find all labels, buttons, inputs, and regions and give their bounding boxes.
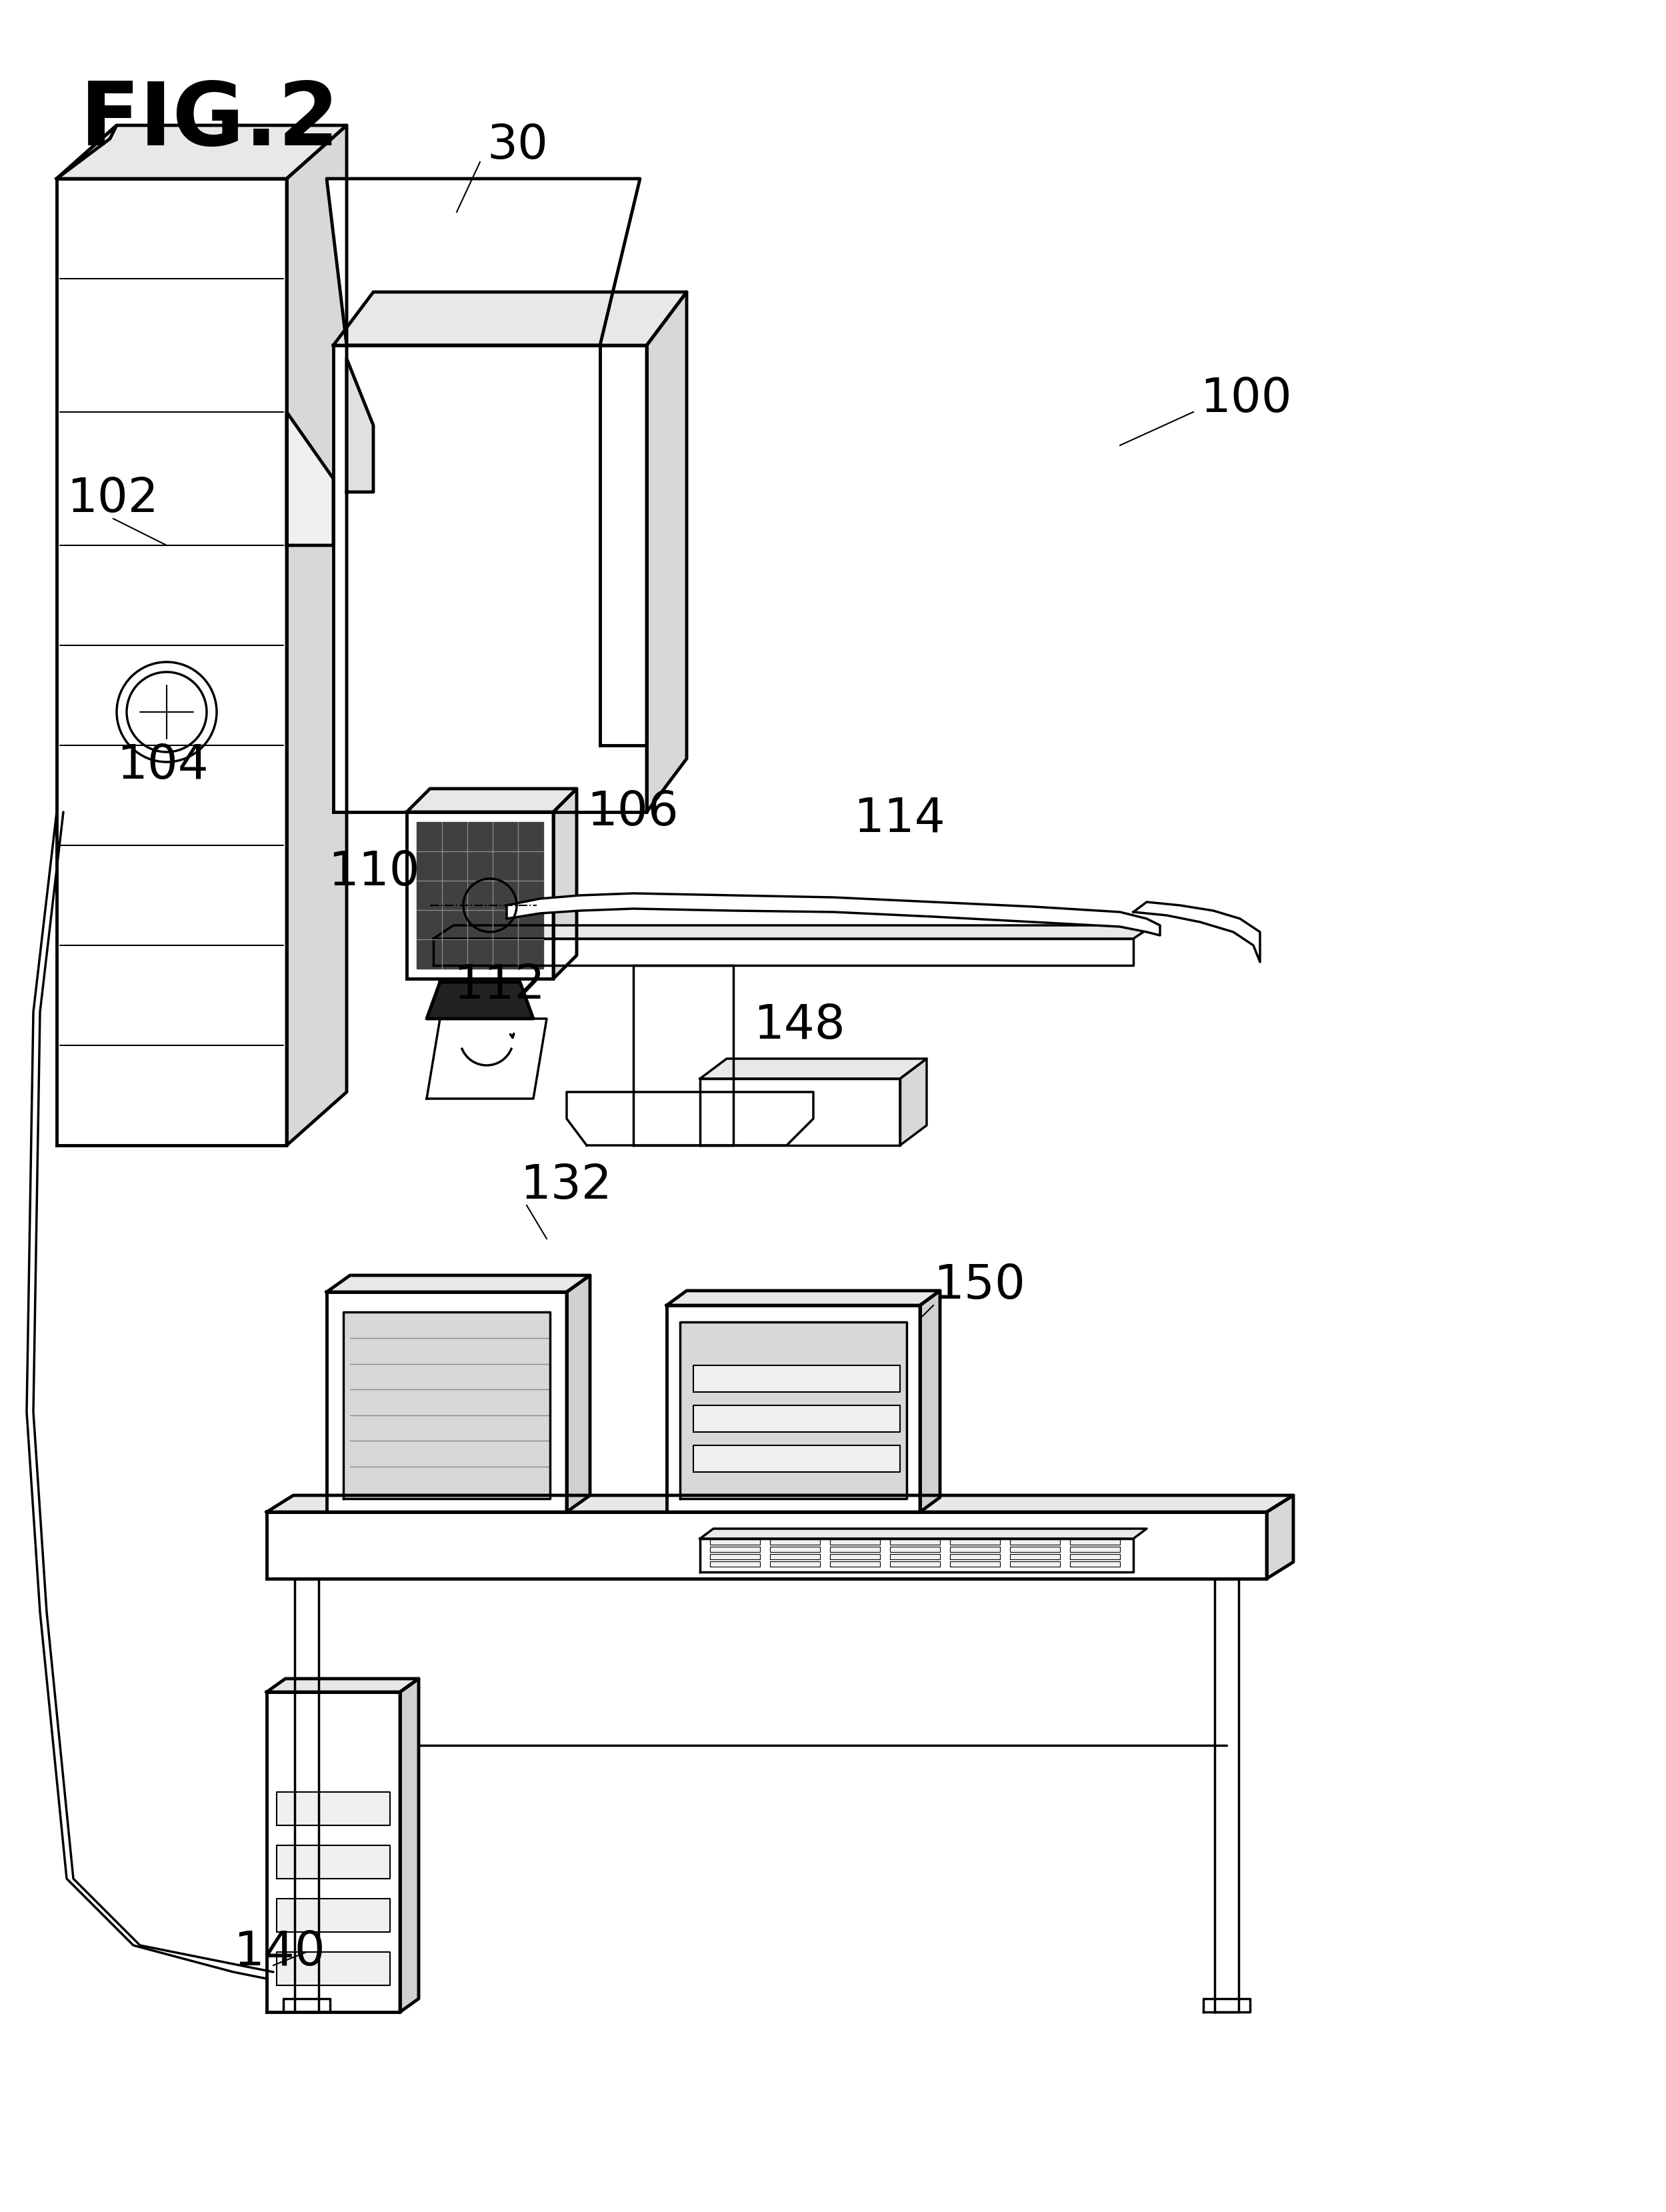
Polygon shape [680, 1323, 906, 1500]
Text: 110: 110 [328, 849, 420, 896]
Polygon shape [283, 2000, 330, 2013]
Polygon shape [1203, 2000, 1250, 2013]
Polygon shape [57, 179, 287, 1146]
Text: 106: 106 [586, 790, 678, 836]
Polygon shape [1010, 1546, 1060, 1553]
Polygon shape [770, 1555, 820, 1559]
Polygon shape [693, 1405, 900, 1431]
Text: 30: 30 [486, 122, 548, 168]
Polygon shape [770, 1546, 820, 1553]
Polygon shape [890, 1555, 940, 1559]
Polygon shape [770, 1540, 820, 1544]
Polygon shape [693, 1444, 900, 1471]
Polygon shape [666, 1290, 940, 1305]
Polygon shape [1070, 1546, 1120, 1553]
Polygon shape [950, 1540, 1000, 1544]
Polygon shape [770, 1562, 820, 1566]
Polygon shape [506, 894, 1160, 936]
Polygon shape [433, 925, 1153, 938]
Polygon shape [830, 1562, 880, 1566]
Polygon shape [1010, 1555, 1060, 1559]
Polygon shape [566, 1276, 590, 1513]
Polygon shape [920, 1290, 940, 1513]
Polygon shape [710, 1540, 760, 1544]
Polygon shape [890, 1540, 940, 1544]
Polygon shape [277, 1845, 390, 1878]
Polygon shape [700, 1528, 1146, 1540]
Text: 102: 102 [67, 476, 158, 522]
Polygon shape [267, 1692, 400, 2013]
Polygon shape [400, 1679, 418, 2013]
Polygon shape [1133, 902, 1259, 962]
Polygon shape [57, 126, 117, 179]
Polygon shape [1215, 1579, 1238, 2013]
Polygon shape [287, 126, 347, 1146]
Polygon shape [57, 126, 347, 179]
Polygon shape [693, 1365, 900, 1391]
Polygon shape [327, 1292, 566, 1513]
Text: 140: 140 [233, 1929, 325, 1975]
Polygon shape [633, 964, 733, 1146]
Polygon shape [950, 1546, 1000, 1553]
Polygon shape [347, 358, 373, 491]
Text: FIG.2: FIG.2 [80, 80, 340, 164]
Polygon shape [890, 1546, 940, 1553]
Polygon shape [1266, 1495, 1293, 1579]
Polygon shape [890, 1562, 940, 1566]
Polygon shape [433, 938, 1133, 964]
Polygon shape [700, 1540, 1133, 1573]
Polygon shape [646, 292, 686, 812]
Polygon shape [333, 345, 646, 812]
Polygon shape [710, 1555, 760, 1559]
Polygon shape [277, 1898, 390, 1931]
Polygon shape [566, 1093, 813, 1146]
Text: 148: 148 [753, 1002, 845, 1048]
Polygon shape [1070, 1562, 1120, 1566]
Polygon shape [700, 1060, 926, 1079]
Polygon shape [830, 1555, 880, 1559]
Polygon shape [343, 1312, 550, 1500]
Text: 150: 150 [933, 1263, 1025, 1310]
Polygon shape [1010, 1562, 1060, 1566]
Text: 100: 100 [1200, 376, 1291, 422]
Polygon shape [277, 1792, 390, 1825]
Text: 104: 104 [117, 743, 208, 790]
Polygon shape [267, 1679, 418, 1692]
Polygon shape [950, 1555, 1000, 1559]
Polygon shape [407, 790, 576, 812]
Polygon shape [407, 812, 553, 978]
Polygon shape [900, 1060, 926, 1146]
Polygon shape [267, 1495, 1293, 1513]
Text: 132: 132 [520, 1164, 611, 1208]
Polygon shape [426, 982, 533, 1020]
Polygon shape [416, 823, 543, 969]
Polygon shape [600, 345, 646, 745]
Polygon shape [295, 1579, 318, 2013]
Polygon shape [1070, 1555, 1120, 1559]
Polygon shape [700, 1079, 900, 1146]
Polygon shape [1070, 1540, 1120, 1544]
Polygon shape [327, 1276, 590, 1292]
Polygon shape [950, 1562, 1000, 1566]
Polygon shape [710, 1562, 760, 1566]
Polygon shape [553, 790, 576, 978]
Polygon shape [287, 411, 333, 546]
Polygon shape [426, 1020, 546, 1099]
Polygon shape [1010, 1540, 1060, 1544]
Polygon shape [830, 1546, 880, 1553]
Text: 114: 114 [853, 796, 945, 843]
Polygon shape [710, 1546, 760, 1553]
Polygon shape [666, 1305, 920, 1513]
Polygon shape [267, 1513, 1266, 1579]
Polygon shape [327, 179, 640, 345]
Polygon shape [277, 1951, 390, 1986]
Text: 112: 112 [453, 962, 545, 1009]
Polygon shape [830, 1540, 880, 1544]
Polygon shape [333, 292, 686, 345]
